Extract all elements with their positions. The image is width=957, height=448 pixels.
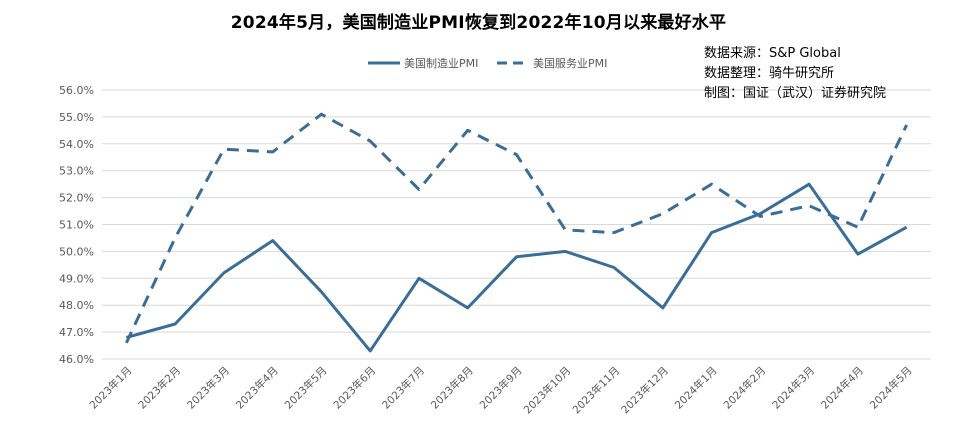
x-tick-label: 2023年3月 (184, 364, 232, 412)
x-tick-label: 2024年4月 (818, 364, 866, 412)
x-tick-label: 2023年2月 (136, 364, 184, 412)
x-tick-label: 2023年1月 (87, 364, 135, 412)
y-tick-label: 53.0% (59, 165, 94, 178)
x-tick-label: 2024年3月 (770, 364, 818, 412)
y-tick-label: 52.0% (59, 192, 94, 205)
x-tick-label: 2023年7月 (379, 364, 427, 412)
legend-label-2: 美国服务业PMI (533, 57, 607, 70)
x-axis-tick-labels: 2023年1月 2023年2月 2023年3月 2023年4月 2023年5月 2023年… (87, 364, 915, 416)
y-tick-label: 56.0% (59, 84, 94, 97)
y-tick-label: 55.0% (59, 111, 94, 124)
legend: 美国制造业PMI 美国服务业PMI (368, 56, 607, 70)
source-line-chart-maker: 制图：国证（武汉）证券研究院 (704, 86, 887, 101)
series-line-2 (125, 112, 908, 344)
y-tick-label: 50.0% (59, 245, 94, 258)
x-tick-label: 2023年12月 (619, 364, 671, 416)
x-tick-label: 2023年5月 (282, 364, 330, 412)
y-tick-label: 46.0% (59, 353, 94, 366)
x-tick-label: 2024年5月 (867, 364, 915, 412)
x-tick-label: 2024年2月 (721, 364, 769, 412)
series-lines (125, 112, 908, 353)
series-line-1 (125, 182, 908, 353)
x-tick-label: 2023年11月 (570, 364, 622, 416)
gridlines (102, 89, 931, 360)
y-tick-label: 49.0% (59, 272, 94, 285)
y-tick-label: 54.0% (59, 138, 94, 151)
x-tick-label: 2023年6月 (331, 364, 379, 412)
legend-label-1: 美国制造业PMI (404, 56, 478, 70)
chart-title: 2024年5月，美国制造业PMI恢复到2022年10月以来最好水平 (230, 13, 727, 33)
y-tick-label: 51.0% (59, 219, 94, 232)
source-note: 数据来源：S&P Global 数据整理：骑牛研究所 制图：国证（武汉）证券研究… (704, 44, 886, 104)
x-tick-label: 2023年4月 (233, 364, 281, 412)
x-tick-label: 2023年10月 (521, 364, 573, 416)
x-tick-label: 2023年8月 (428, 364, 476, 412)
y-tick-label: 48.0% (59, 299, 94, 312)
y-axis-tick-labels: 56.0% 55.0% 54.0% 53.0% 52.0% 51.0% 50.0% 49.0%… (59, 84, 94, 366)
source-line-data-source: 数据来源：S&P Global (704, 46, 841, 61)
x-tick-label: 2024年1月 (672, 364, 720, 412)
y-tick-label: 47.0% (59, 326, 94, 339)
source-line-data-organizer: 数据整理：骑牛研究所 (704, 66, 835, 81)
x-tick-label: 2023年9月 (477, 364, 525, 412)
